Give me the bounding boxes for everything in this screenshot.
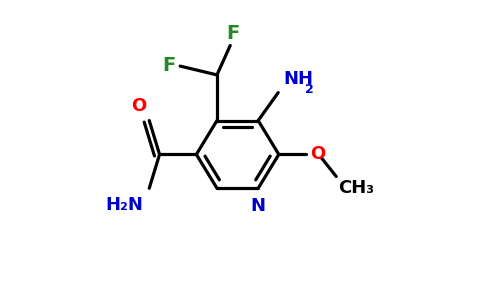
Text: N: N (251, 197, 266, 215)
Text: NH: NH (283, 70, 313, 88)
Text: CH₃: CH₃ (339, 179, 375, 197)
Text: F: F (226, 23, 239, 43)
Text: O: O (131, 97, 146, 115)
Text: H₂N: H₂N (106, 196, 143, 214)
Text: 2: 2 (305, 82, 314, 95)
Text: F: F (163, 56, 176, 75)
Text: O: O (310, 146, 326, 164)
